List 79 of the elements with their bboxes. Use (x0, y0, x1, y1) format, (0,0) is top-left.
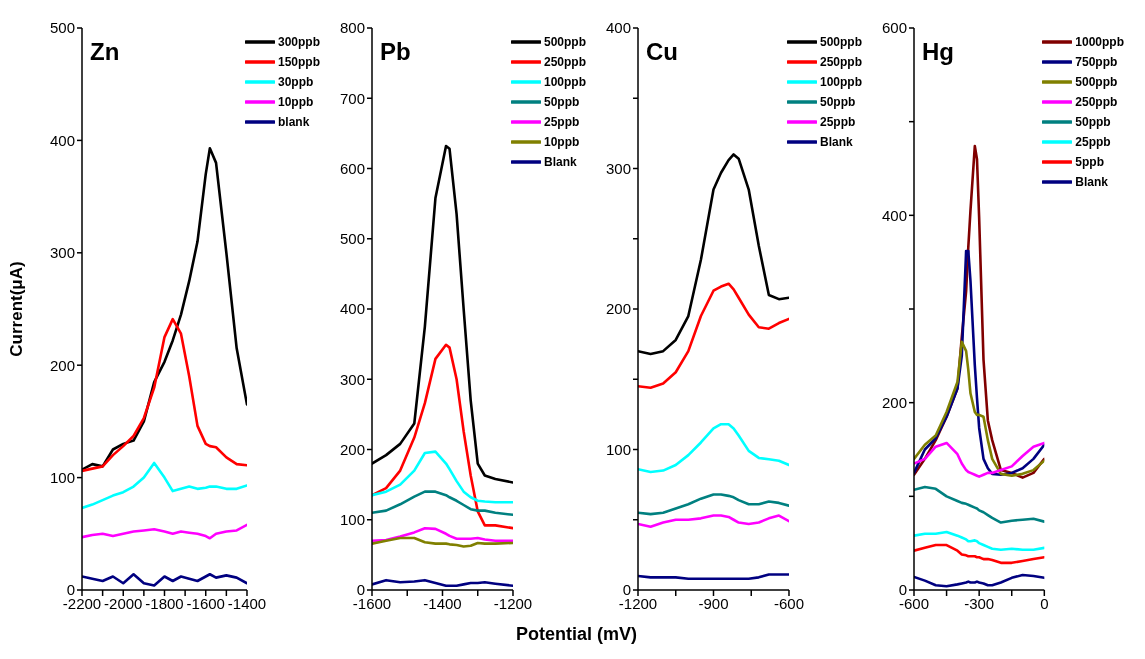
legend-label: 25ppb (1075, 135, 1111, 149)
x-tick-label: -900 (698, 594, 729, 612)
x-tick-label: -1600 (186, 594, 225, 612)
line-series (914, 340, 1045, 478)
chart-title: Hg (922, 38, 954, 66)
legend-label: 250ppb (1075, 95, 1118, 109)
x-tick-label: -2000 (104, 594, 143, 612)
x-tick-label: -600 (773, 594, 804, 612)
legend-label: 300ppb (277, 35, 320, 49)
x-tick-label: -1400 (227, 594, 267, 612)
legend-label: 10ppb (543, 135, 580, 149)
y-tick-label: 200 (605, 300, 631, 318)
line-series (638, 514, 789, 529)
y-tick-label: 600 (339, 159, 365, 177)
line-series (372, 490, 513, 517)
y-tick-label: 400 (49, 131, 75, 149)
y-tick-label: 700 (339, 89, 365, 107)
legend-label: 30ppb (277, 75, 314, 89)
y-tick-label: 200 (49, 356, 75, 374)
y-tick-label: 500 (339, 230, 365, 248)
y-tick-label: 800 (339, 19, 365, 37)
line-series (914, 530, 1045, 552)
legend-label: 10ppb (277, 95, 314, 109)
x-axis-title: Potential (mV) (515, 624, 638, 645)
line-series (914, 543, 1045, 565)
line-series (638, 493, 789, 516)
legend-label: 50ppb (1075, 115, 1111, 129)
line-series (82, 317, 247, 473)
legend-label: 25ppb (819, 115, 856, 129)
line-series (638, 422, 789, 474)
y-tick-label: 300 (339, 370, 365, 388)
line-series (372, 343, 513, 530)
line-series (638, 282, 789, 389)
legend-label: 50ppb (543, 95, 580, 109)
y-tick-label: 100 (49, 468, 75, 486)
legend-label: Blank (1075, 175, 1108, 189)
legend-label: Blank (819, 135, 853, 149)
y-tick-label: 200 (881, 393, 907, 411)
legend-label: 500ppb (543, 35, 586, 49)
legend-label: Blank (543, 155, 577, 169)
y-tick-label: 400 (339, 300, 365, 318)
legend-label: blank (277, 115, 310, 129)
y-tick-label: 400 (605, 19, 631, 37)
legend-label: 100ppb (819, 75, 862, 89)
legend-label: 500ppb (819, 35, 862, 49)
legend-label: 250ppb (819, 55, 862, 69)
legend-label: 50ppb (819, 95, 856, 109)
line-series (372, 450, 513, 504)
chart-title: Zn (90, 38, 120, 66)
line-series (372, 536, 513, 548)
legend-label: 100ppb (543, 75, 586, 89)
x-tick-label: -1400 (423, 594, 462, 612)
y-tick-label: 300 (49, 244, 75, 262)
legend-label: 500ppb (1075, 75, 1118, 89)
chart-title: Pb (380, 38, 411, 66)
y-tick-label: 300 (605, 159, 631, 177)
legend-label: 750ppb (1075, 55, 1118, 69)
x-tick-label: -300 (964, 594, 995, 612)
y-tick-label: 100 (339, 511, 365, 529)
y-tick-label: 200 (339, 440, 365, 458)
legend-label: 150ppb (277, 55, 320, 69)
legend-label: 250ppb (543, 55, 586, 69)
x-tick-label: -1800 (145, 594, 184, 612)
line-series (914, 441, 1045, 478)
legend-label: 1000ppb (1075, 35, 1124, 49)
y-tick-label: 400 (881, 206, 907, 224)
y-tick-label: 500 (49, 19, 75, 37)
line-series (914, 485, 1045, 524)
x-tick-label: -1200 (493, 594, 533, 612)
line-series (82, 461, 247, 510)
chart-title: Cu (646, 38, 678, 66)
legend-label: 5ppb (1075, 155, 1104, 169)
x-tick-label: 0 (1040, 594, 1049, 612)
line-series (82, 572, 247, 587)
y-axis-title: Current(μA) (7, 261, 27, 357)
legend-label: 25ppb (543, 115, 580, 129)
y-tick-label: 100 (605, 440, 631, 458)
y-tick-label: 600 (881, 19, 907, 37)
line-series (82, 523, 247, 540)
